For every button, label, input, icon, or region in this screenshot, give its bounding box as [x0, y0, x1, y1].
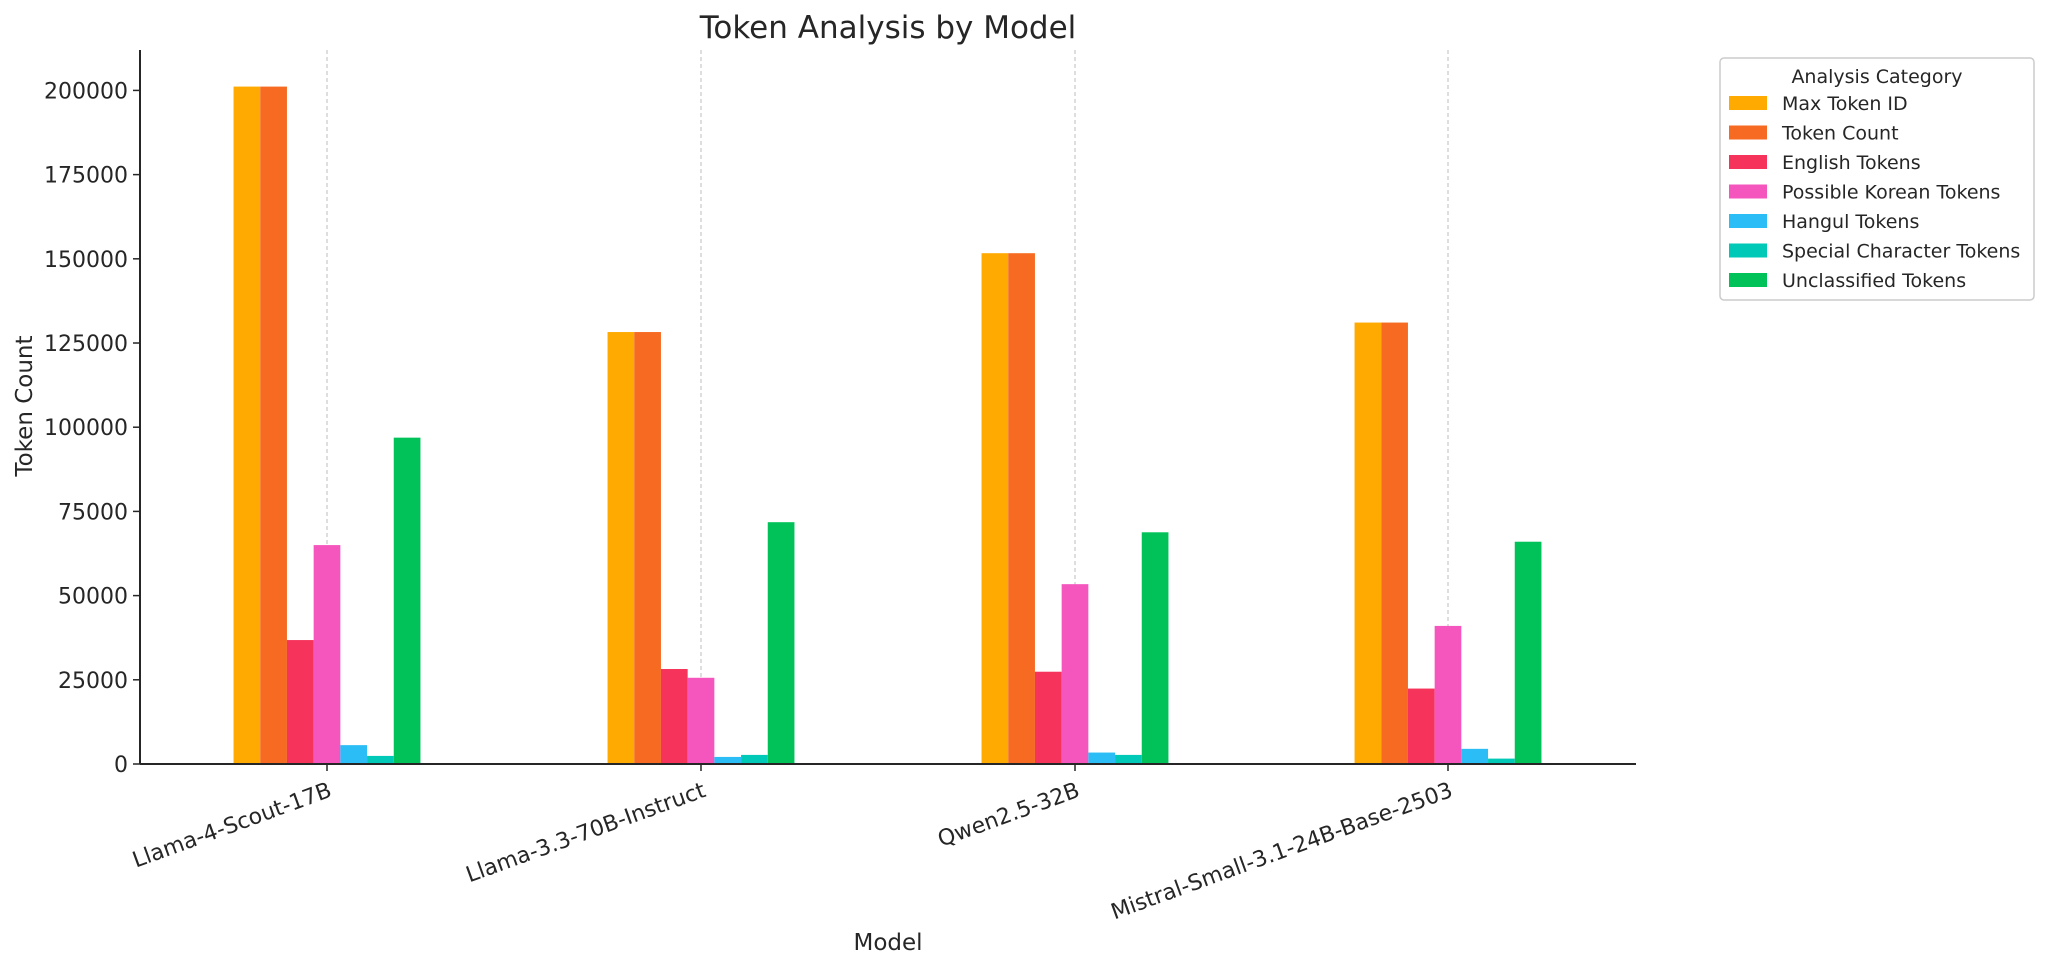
legend-label: Possible Korean Tokens: [1782, 182, 2000, 204]
legend-swatch: [1729, 96, 1767, 110]
y-tick-label: 125000: [44, 332, 128, 357]
legend-frame: [1719, 57, 2035, 301]
legend-swatch: [1729, 243, 1767, 258]
bar: [1115, 754, 1142, 764]
chart-title: Token Analysis by Model: [699, 10, 1077, 46]
legend-label: English Tokens: [1782, 152, 1921, 174]
y-tick-label: 200000: [44, 79, 128, 104]
bar: [767, 522, 795, 764]
bar: [607, 332, 635, 764]
x-axis-label: Model: [853, 930, 922, 956]
bar: [340, 745, 368, 764]
bar: [634, 332, 661, 764]
bar: [741, 754, 768, 764]
bar: [1434, 625, 1462, 764]
bar: [1381, 322, 1408, 764]
legend-label: Special Character Tokens: [1782, 241, 2020, 263]
y-tick-label: 0: [114, 753, 128, 778]
y-axis-label: Token Count: [12, 335, 38, 477]
grid-lines: [326, 50, 1449, 764]
legend-items: Max Token ID Token Count English Tokens Pos…: [1729, 93, 2020, 292]
x-tick-label: Mistral-Small-3.1-24B-Base-2503: [1108, 778, 1456, 925]
bar: [1061, 584, 1089, 764]
legend-swatch: [1729, 273, 1767, 287]
bar: [1354, 322, 1382, 764]
bar: [260, 86, 287, 765]
bar: [660, 669, 688, 764]
bar: [313, 545, 341, 764]
x-ticks: Llama-4-Scout-17B Llama-3.3-70B-Instruct Q…: [129, 764, 1456, 925]
bar: [687, 677, 715, 764]
bar: [714, 756, 742, 764]
y-tick-label: 75000: [58, 500, 128, 525]
y-ticks: 0 25000 50000 75000 100000 125000 150000 175000…: [44, 79, 140, 778]
bar: [981, 253, 1009, 764]
legend-label: Token Count: [1781, 123, 1899, 145]
bar: [1407, 688, 1435, 764]
y-tick-label: 50000: [58, 585, 128, 610]
legend-swatch: [1729, 155, 1767, 169]
axes: [139, 50, 1636, 765]
x-tick-label: Llama-4-Scout-17B: [129, 778, 335, 873]
bar: [1488, 758, 1515, 764]
y-tick-label: 25000: [58, 669, 128, 694]
y-tick-label: 175000: [44, 164, 128, 189]
bar: [233, 86, 261, 765]
bar: [1461, 748, 1489, 764]
legend-title: Analysis Category: [1791, 66, 1962, 88]
bar: [367, 755, 394, 764]
y-tick-label: 100000: [44, 416, 128, 441]
bar: [1141, 532, 1169, 764]
bar: [1008, 253, 1035, 764]
bar: [1514, 541, 1542, 764]
legend-swatch: [1729, 125, 1767, 140]
bar: [286, 640, 314, 764]
legend-label: Hangul Tokens: [1782, 211, 1919, 233]
bar: [1088, 752, 1116, 764]
bar: [393, 437, 421, 764]
legend-swatch: [1729, 214, 1767, 228]
x-tick-label: Llama-3.3-70B-Instruct: [463, 778, 710, 888]
bar: [1034, 671, 1062, 764]
legend: Analysis Category Max Token ID Token Coun…: [1719, 57, 2035, 301]
y-tick-label: 150000: [44, 248, 128, 273]
legend-label: Max Token ID: [1782, 93, 1908, 115]
x-tick-label: Qwen2.5-32B: [935, 778, 1083, 852]
bars: [233, 86, 1542, 765]
legend-label: Unclassified Tokens: [1782, 270, 1966, 292]
legend-swatch: [1729, 184, 1767, 199]
